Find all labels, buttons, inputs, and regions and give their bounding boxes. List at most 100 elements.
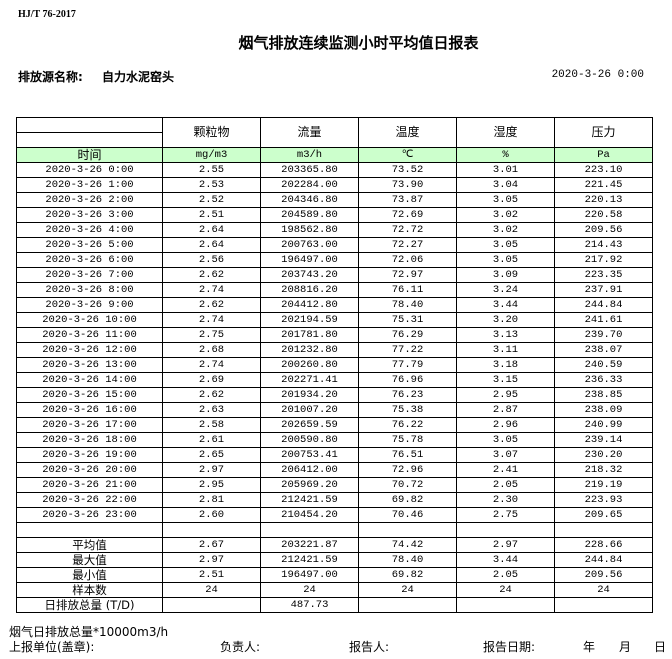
cell-temperature: 73.90 [358,177,457,193]
table-row: 2020-3-26 8:00 2.74 208816.20 76.11 3.24 237.… [16,282,653,298]
table-row: 2020-3-26 9:00 2.62 204412.80 78.40 3.44 244.… [16,297,653,313]
cell-humidity: 3.02 [456,222,555,238]
cell-time: 2020-3-26 9:00 [16,297,163,313]
cell-particulate: 2.60 [162,507,261,523]
cell-humidity: 3.18 [456,357,555,373]
cell-temperature: 76.29 [358,327,457,343]
cell-pressure: 209.56 [554,222,653,238]
cell-pressure: 244.84 [554,297,653,313]
cell-pressure: 237.91 [554,282,653,298]
footer-report-date: 报告日期: [483,640,536,654]
cell-temperature: 75.31 [358,312,457,328]
cell-particulate: 2.75 [162,327,261,343]
cell-pressure: 239.70 [554,327,653,343]
table-row: 2020-3-26 14:00 2.69 202271.41 76.96 3.15 236… [16,372,653,388]
cell-time: 2020-3-26 8:00 [16,282,163,298]
cell-humidity: 3.13 [456,327,555,343]
cell-flow: 200590.80 [260,432,359,448]
cell-particulate: 2.65 [162,447,261,463]
table-row: 2020-3-26 20:00 2.97 206412.00 72.96 2.41 218… [16,462,653,478]
header-pressure: 压力 [554,117,653,148]
cell-time: 2020-3-26 16:00 [16,402,163,418]
cell-time: 2020-3-26 3:00 [16,207,163,223]
cell-temperature: 76.11 [358,282,457,298]
table-row: 2020-3-26 10:00 2.74 202194.59 75.31 3.20 241… [16,312,653,328]
cell-particulate: 2.56 [162,252,261,268]
footer-unit: 上报单位(盖章): [9,640,95,654]
footer-reporter: 报告人: [349,640,390,654]
cell-humidity: 3.15 [456,372,555,388]
cell-time: 2020-3-26 19:00 [16,447,163,463]
cell-temperature: 73.52 [358,162,457,178]
cell-humidity: 3.09 [456,267,555,283]
cell-temperature: 72.96 [358,462,457,478]
cell-time: 2020-3-26 2:00 [16,192,163,208]
cell-pressure: 217.92 [554,252,653,268]
cell-time: 2020-3-26 0:00 [16,162,163,178]
cell-flow: 202284.00 [260,177,359,193]
cell-particulate [162,597,261,613]
cell-pressure: 214.43 [554,237,653,253]
cell-pressure: 219.19 [554,477,653,493]
cell-temperature [358,597,457,613]
cell-humidity: 3.11 [456,342,555,358]
cell-time: 2020-3-26 22:00 [16,492,163,508]
table-row: 2020-3-26 12:00 2.68 201232.80 77.22 3.11 238… [16,342,653,358]
cell-time: 2020-3-26 20:00 [16,462,163,478]
cell-pressure: 223.35 [554,267,653,283]
unit-flow: m3/h [260,147,359,163]
cell-flow: 204589.80 [260,207,359,223]
cell-flow: 487.73 [260,597,359,613]
cell-humidity: 2.30 [456,492,555,508]
cell-humidity: 3.24 [456,282,555,298]
cell-humidity: 2.05 [456,567,555,583]
table-row: 2020-3-26 5:00 2.64 200763.00 72.27 3.05 214.… [16,237,653,253]
table-row: 2020-3-26 21:00 2.95 205969.20 70.72 2.05 219… [16,477,653,493]
cell-particulate: 2.62 [162,387,261,403]
cell-flow: 201007.20 [260,402,359,418]
summary-row: 平均值 2.67 203221.87 74.42 2.97 228.66 [16,537,653,553]
cell-pressure: 230.20 [554,447,653,463]
table-row: 2020-3-26 6:00 2.56 196497.00 72.06 3.05 217.… [16,252,653,268]
cell-flow: 208816.20 [260,282,359,298]
table-row: 2020-3-26 15:00 2.62 201934.20 76.23 2.95 238… [16,387,653,403]
cell-temperature: 75.78 [358,432,457,448]
cell-humidity: 3.20 [456,312,555,328]
cell-time: 2020-3-26 15:00 [16,387,163,403]
source-label: 排放源名称: [18,70,83,84]
cell-temperature: 76.96 [358,372,457,388]
cell-time: 平均值 [16,537,163,553]
cell-particulate: 2.52 [162,192,261,208]
cell-flow: 201781.80 [260,327,359,343]
cell-time: 2020-3-26 5:00 [16,237,163,253]
cell-temperature: 77.79 [358,357,457,373]
cell-pressure: 228.66 [554,537,653,553]
cell-humidity: 2.05 [456,477,555,493]
cell-flow: 200753.41 [260,447,359,463]
cell-flow: 200260.80 [260,357,359,373]
cell-humidity: 3.05 [456,192,555,208]
cell-particulate: 2.51 [162,567,261,583]
cell-pressure: 238.09 [554,402,653,418]
cell-temperature [358,522,457,538]
cell-temperature: 72.97 [358,267,457,283]
header-particulate: 颗粒物 [162,117,261,148]
cell-flow: 202659.59 [260,417,359,433]
report-datetime: 2020-3-26 0:00 [551,69,644,81]
cell-humidity: 2.97 [456,537,555,553]
cell-temperature: 72.72 [358,222,457,238]
cell-flow: 205969.20 [260,477,359,493]
cell-flow: 206412.00 [260,462,359,478]
units-row: 时间 mg/m3 m3/h ℃ % Pa [16,147,653,163]
cell-flow [260,522,359,538]
summary-row: 日排放总量 (T/D) 487.73 [16,597,653,613]
cell-temperature: 76.23 [358,387,457,403]
cell-particulate: 2.74 [162,357,261,373]
cell-humidity: 2.95 [456,387,555,403]
cell-particulate: 2.64 [162,237,261,253]
cell-particulate: 2.62 [162,267,261,283]
cell-humidity: 2.41 [456,462,555,478]
table-row: 2020-3-26 18:00 2.61 200590.80 75.78 3.05 239… [16,432,653,448]
cell-time: 2020-3-26 13:00 [16,357,163,373]
cell-time: 最大值 [16,552,163,568]
